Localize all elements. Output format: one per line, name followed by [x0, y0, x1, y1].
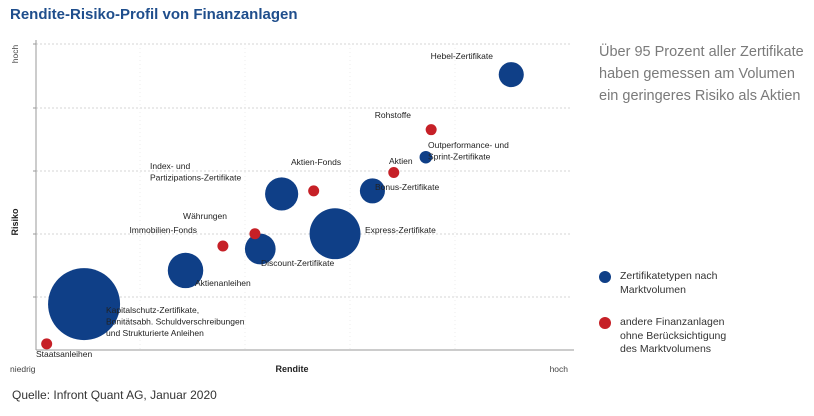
y-axis-label: Risiko: [10, 208, 20, 236]
point-finanzanlage: [41, 338, 53, 350]
legend-label: Zertifikatetypen nach Marktvolumen: [620, 270, 718, 296]
point-label: Sprint-Zertifikate: [428, 152, 491, 162]
point-label: Aktien: [389, 156, 413, 166]
bubble-zertifikat: [48, 268, 121, 341]
point-label: Rohstoffe: [375, 110, 412, 120]
x-tick-label-low: niedrig: [10, 364, 36, 374]
point-finanzanlage: [249, 228, 261, 240]
bubble-zertifikat: [265, 177, 299, 211]
bubble-zertifikat: [359, 178, 385, 204]
legend-dot: [599, 317, 611, 329]
bubble-zertifikat: [167, 252, 204, 289]
point-finanzanlage: [425, 124, 437, 136]
point-finanzanlage: [388, 167, 400, 179]
point-label: und Strukturierte Anleihen: [106, 328, 204, 338]
point-label: Index- und: [150, 161, 190, 171]
x-axis-label: Rendite: [275, 364, 308, 374]
point-label: Bonus-Zertifikate: [375, 182, 440, 192]
point-label: Discount-Zertifikate: [261, 258, 334, 268]
page-title: Rendite-Risiko-Profil von Finanzanlagen: [10, 6, 298, 23]
source-note: Quelle: Infront Quant AG, Januar 2020: [12, 388, 217, 402]
annotation-text: Über 95 Prozent aller Zertifikate haben …: [599, 44, 804, 104]
point-label: Währungen: [183, 211, 227, 221]
point-label: Aktien-Fonds: [291, 157, 341, 167]
point-label: Hebel-Zertifikate: [431, 51, 494, 61]
bubble-zertifikat: [419, 150, 433, 164]
point-label: Outperformance- und: [428, 140, 509, 150]
point-label: Bonitätsabh. Schuldverschreibungen: [106, 317, 245, 327]
x-tick-label-high: hoch: [550, 364, 569, 374]
bubble-zertifikat: [309, 208, 361, 260]
point-label: Immobilien-Fonds: [129, 225, 197, 235]
point-finanzanlage: [308, 185, 320, 197]
point-label: Kapitalschutz-Zertifikate,: [106, 305, 199, 315]
bubble-zertifikat: [498, 62, 524, 88]
point-label: Express-Zertifikate: [365, 225, 436, 235]
point-label: Aktienanleihen: [195, 278, 251, 288]
point-label: Staatsanleihen: [36, 349, 93, 359]
y-tick-label-high: hoch: [10, 45, 20, 64]
point-label: Partizipations-Zertifikate: [150, 173, 241, 183]
legend-dot: [599, 271, 611, 283]
point-finanzanlage: [217, 240, 229, 252]
legend-label: andere Finanzanlagen ohne Berücksichtigun…: [620, 316, 727, 355]
bubble-zertifikat: [244, 233, 276, 265]
